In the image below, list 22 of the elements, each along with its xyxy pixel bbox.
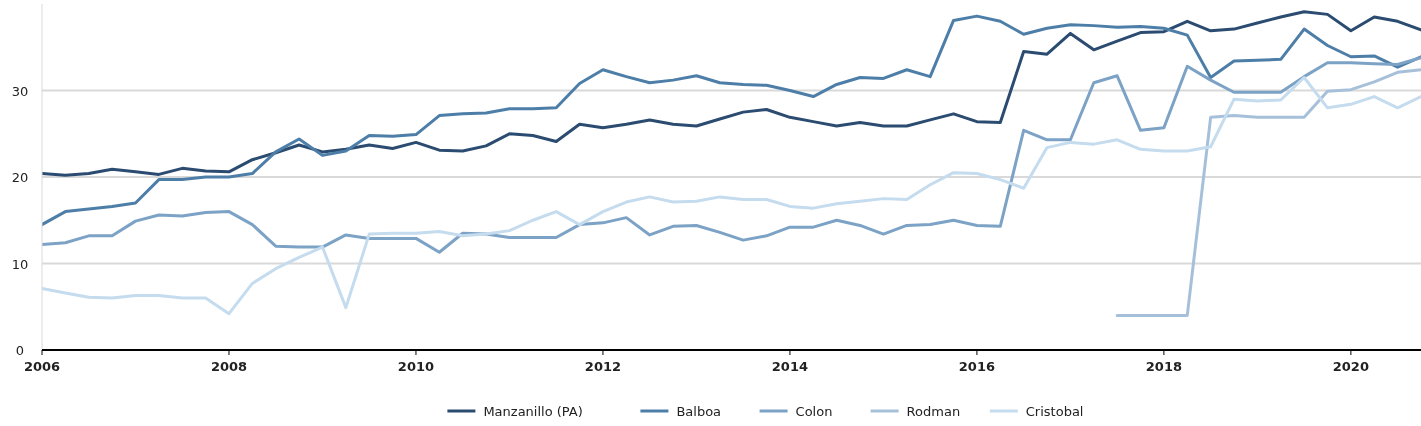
legend-label: Cristobal (1025, 404, 1084, 419)
line-series (42, 76, 1421, 316)
x-tick-label: 2006 (23, 359, 61, 374)
y-tick-label: 20 (11, 170, 29, 185)
legend-label: Colon (795, 404, 833, 419)
y-tick-label: 30 (11, 83, 29, 99)
x-tick-label: 2018 (1145, 359, 1182, 374)
x-tick-label: 2012 (584, 359, 622, 374)
legend-label: Rodman (906, 404, 961, 419)
line-series (42, 56, 1421, 254)
x-tick-label: 2010 (397, 359, 435, 374)
x-tick-label: 2008 (210, 359, 248, 374)
x-tick-label: 2016 (958, 359, 996, 374)
x-tick-label: 2014 (771, 359, 809, 374)
line-series (42, 10, 1421, 177)
line-series (42, 14, 1421, 227)
y-tick-label: 10 (11, 256, 29, 272)
x-tick-label: 2020 (1332, 359, 1369, 374)
y-tick-label: 0 (15, 343, 25, 358)
line-series (1115, 68, 1421, 317)
legend-label: Manzanillo (PA) (483, 404, 583, 419)
legend-label: Balboa (676, 404, 722, 419)
